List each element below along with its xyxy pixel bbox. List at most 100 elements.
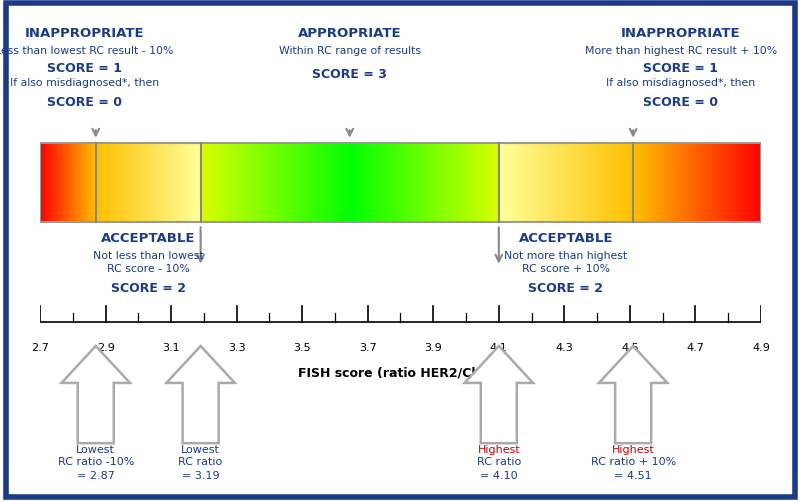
Bar — [406, 143, 408, 223]
Bar — [517, 143, 520, 223]
Bar — [115, 143, 116, 223]
Bar — [528, 143, 529, 223]
Bar — [334, 143, 336, 223]
Bar — [515, 143, 517, 223]
Bar — [193, 143, 195, 223]
Bar — [329, 143, 331, 223]
Bar — [340, 143, 341, 223]
Bar — [698, 143, 700, 223]
Bar — [471, 143, 473, 223]
Bar — [258, 143, 260, 223]
Bar — [416, 143, 417, 223]
Bar — [401, 143, 403, 223]
Bar — [206, 143, 208, 223]
Bar — [412, 143, 414, 223]
Bar — [347, 143, 348, 223]
Bar — [631, 143, 633, 223]
Bar — [74, 143, 75, 223]
Bar — [296, 143, 298, 223]
Bar — [547, 143, 549, 223]
Bar — [95, 143, 96, 223]
Bar — [747, 143, 750, 223]
Bar — [581, 143, 582, 223]
Bar — [733, 143, 735, 223]
Bar — [93, 143, 95, 223]
Bar — [668, 143, 670, 223]
Bar — [694, 143, 697, 223]
Bar — [123, 143, 125, 223]
Bar — [135, 143, 137, 223]
Bar — [448, 143, 450, 223]
Bar — [625, 143, 627, 223]
Bar — [574, 143, 575, 223]
Bar — [653, 143, 654, 223]
Bar — [708, 143, 710, 223]
Bar — [680, 143, 682, 223]
Bar — [565, 143, 566, 223]
Bar — [286, 143, 288, 223]
Bar — [231, 143, 233, 223]
Bar — [414, 143, 417, 223]
Bar — [433, 143, 434, 223]
Bar — [100, 143, 102, 223]
Bar — [639, 143, 642, 223]
Bar — [119, 143, 121, 223]
Bar — [677, 143, 678, 223]
Bar — [95, 143, 97, 223]
Bar — [239, 143, 240, 223]
Bar — [421, 143, 422, 223]
Bar — [595, 143, 597, 223]
Bar — [691, 143, 693, 223]
Bar — [69, 143, 70, 223]
Text: SCORE = 3: SCORE = 3 — [312, 68, 387, 81]
Bar — [449, 143, 451, 223]
Bar — [169, 143, 171, 223]
Bar — [396, 143, 398, 223]
Bar — [630, 143, 632, 223]
Text: RC ratio + 10%: RC ratio + 10% — [590, 456, 676, 466]
Bar — [453, 143, 455, 223]
Bar — [703, 143, 705, 223]
Bar — [316, 143, 317, 223]
Bar — [213, 143, 215, 223]
Bar — [612, 143, 614, 223]
Bar — [588, 143, 590, 223]
Bar — [713, 143, 714, 223]
Bar — [203, 143, 204, 223]
Bar — [411, 143, 413, 223]
Bar — [388, 143, 390, 223]
Bar — [564, 143, 566, 223]
Text: If also misdiagnosed*, then: If also misdiagnosed*, then — [606, 78, 755, 88]
Bar — [291, 143, 292, 223]
Bar — [654, 143, 656, 223]
Bar — [731, 143, 733, 223]
Bar — [278, 143, 280, 223]
Bar — [325, 143, 327, 223]
Bar — [119, 143, 120, 223]
Bar — [429, 143, 431, 223]
Bar — [105, 143, 107, 223]
Bar — [726, 143, 728, 223]
Bar — [661, 143, 663, 223]
Bar — [275, 143, 276, 223]
Bar — [277, 143, 279, 223]
Bar — [46, 143, 48, 223]
Text: Not more than highest: Not more than highest — [505, 250, 627, 260]
Bar — [239, 143, 242, 223]
Bar — [167, 143, 168, 223]
Bar — [212, 143, 214, 223]
Bar — [288, 143, 290, 223]
Bar — [536, 143, 537, 223]
Bar — [143, 143, 146, 223]
Bar — [464, 143, 465, 223]
Polygon shape — [167, 346, 235, 443]
Bar — [721, 143, 723, 223]
Bar — [559, 143, 561, 223]
Text: More than highest RC result + 10%: More than highest RC result + 10% — [585, 46, 777, 56]
Bar — [682, 143, 685, 223]
Bar — [400, 143, 402, 223]
Bar — [682, 143, 683, 223]
Bar — [493, 143, 496, 223]
Bar — [735, 143, 738, 223]
Bar — [607, 143, 609, 223]
